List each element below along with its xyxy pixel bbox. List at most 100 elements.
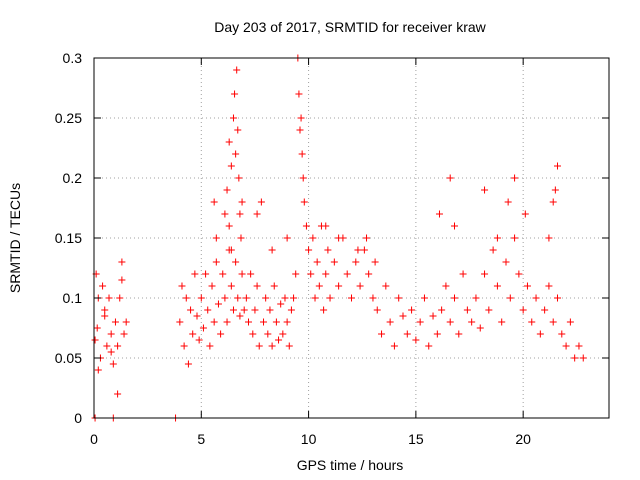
- data-point: [425, 342, 433, 350]
- data-point: [219, 270, 227, 278]
- data-point: [515, 270, 523, 278]
- data-point: [114, 342, 122, 350]
- data-point: [268, 246, 276, 254]
- data-point: [305, 246, 313, 254]
- data-point: [476, 324, 484, 332]
- data-point: [315, 282, 323, 290]
- y-tick-label: 0.05: [55, 350, 82, 366]
- data-point: [285, 342, 293, 350]
- data-point: [233, 66, 241, 74]
- data-point: [221, 210, 229, 218]
- data-point: [290, 294, 298, 302]
- data-point: [403, 330, 411, 338]
- data-point: [408, 306, 416, 314]
- x-tick-label: 5: [197, 431, 205, 447]
- data-point: [506, 294, 514, 302]
- data-point: [223, 318, 231, 326]
- y-axis-ticks: 0 0.05 0.1 0.15 0.2 0.25 0.3: [55, 50, 609, 426]
- data-point: [277, 300, 285, 308]
- data-point: [231, 90, 239, 98]
- data-point: [395, 294, 403, 302]
- data-point: [298, 150, 306, 158]
- y-tick-label: 0.15: [55, 230, 82, 246]
- data-point: [217, 330, 225, 338]
- data-point: [272, 318, 280, 326]
- data-point: [223, 186, 231, 194]
- data-point: [292, 270, 300, 278]
- data-point: [382, 282, 390, 290]
- y-tick-label: 0.2: [63, 170, 83, 186]
- data-point: [463, 306, 471, 314]
- data-point: [363, 234, 371, 242]
- data-point: [554, 162, 561, 170]
- y-tick-label: 0: [74, 410, 82, 426]
- data-point: [105, 294, 113, 302]
- data-point: [429, 312, 437, 320]
- data-point: [279, 330, 287, 338]
- data-point: [322, 270, 330, 278]
- data-point: [485, 306, 493, 314]
- data-point: [227, 246, 235, 254]
- data-point: [176, 318, 184, 326]
- data-point: [481, 270, 489, 278]
- data-point: [232, 258, 240, 266]
- data-point: [360, 246, 368, 254]
- data-point: [493, 282, 501, 290]
- data-point: [235, 174, 243, 182]
- data-point: [249, 330, 257, 338]
- data-point: [335, 282, 343, 290]
- data-point: [330, 258, 338, 266]
- data-point: [275, 336, 283, 344]
- data-point: [193, 312, 201, 320]
- data-point: [356, 282, 364, 290]
- data-point: [498, 318, 506, 326]
- data-point: [251, 306, 259, 314]
- data-point: [302, 222, 310, 230]
- data-point: [324, 246, 332, 254]
- y-tick-label: 0.25: [55, 110, 82, 126]
- data-point: [320, 306, 328, 314]
- data-point: [283, 318, 291, 326]
- data-point: [187, 306, 195, 314]
- data-point: [352, 258, 360, 266]
- data-point: [451, 222, 458, 230]
- data-point: [558, 330, 566, 338]
- data-point: [221, 294, 229, 302]
- data-point: [118, 258, 126, 266]
- x-tick-label: 20: [515, 431, 531, 447]
- data-point: [199, 324, 207, 332]
- data-point: [446, 318, 454, 326]
- data-point: [116, 294, 124, 302]
- data-point: [511, 174, 519, 182]
- data-point: [225, 222, 233, 230]
- data-point: [438, 306, 446, 314]
- data-point: [264, 330, 272, 338]
- data-point: [189, 330, 197, 338]
- data-point: [253, 282, 261, 290]
- data-point: [459, 270, 467, 278]
- data-point: [504, 198, 512, 206]
- data-point: [191, 270, 199, 278]
- data-point: [297, 114, 305, 122]
- data-point: [212, 258, 220, 266]
- x-tick-label: 0: [90, 431, 98, 447]
- data-point: [103, 342, 111, 350]
- data-point: [348, 294, 355, 302]
- data-point: [416, 318, 424, 326]
- data-point: [373, 306, 381, 314]
- data-point: [206, 342, 214, 350]
- data-point: [260, 318, 268, 326]
- data-point: [313, 258, 321, 266]
- data-point: [455, 330, 463, 338]
- data-point: [481, 186, 489, 194]
- data-point: [549, 318, 557, 326]
- data-point: [99, 282, 107, 290]
- x-tick-label: 10: [301, 431, 317, 447]
- data-point: [238, 270, 246, 278]
- data-point: [511, 234, 519, 242]
- data-point: [299, 174, 307, 182]
- data-point: [208, 282, 216, 290]
- data-point: [549, 198, 557, 206]
- y-tick-label: 0.1: [63, 290, 83, 306]
